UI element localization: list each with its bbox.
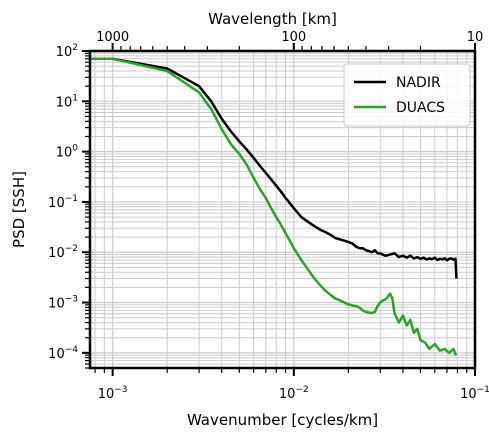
legend-box bbox=[344, 64, 470, 126]
top-axis-label: Wavelength [km] bbox=[208, 10, 337, 28]
y-tick-label: 101 bbox=[56, 93, 78, 110]
top-tick-label: 10 bbox=[467, 30, 484, 45]
x-tick-label: 10−1 bbox=[460, 385, 489, 402]
y-tick-label: 10−1 bbox=[48, 194, 78, 211]
legend-label-nadir: NADIR bbox=[396, 75, 441, 91]
y-tick-label: 10−4 bbox=[48, 345, 78, 362]
y-axis-label: PSD [SSH] bbox=[10, 171, 28, 248]
x-tick-label: 10−2 bbox=[279, 385, 309, 402]
y-tick-label: 100 bbox=[56, 144, 79, 161]
top-tick-label: 1000 bbox=[96, 30, 129, 45]
y-tick-label: 10−2 bbox=[48, 244, 78, 261]
y-tick-label: 102 bbox=[56, 43, 78, 60]
top-tick-label: 100 bbox=[281, 30, 306, 45]
x-axis-label: Wavenumber [cycles/km] bbox=[187, 411, 378, 429]
legend-label-duacs: DUACS bbox=[396, 100, 445, 116]
y-tick-label: 10−3 bbox=[48, 295, 78, 312]
legend: NADIR DUACS bbox=[344, 64, 470, 126]
x-tick-label: 10−3 bbox=[98, 385, 128, 402]
